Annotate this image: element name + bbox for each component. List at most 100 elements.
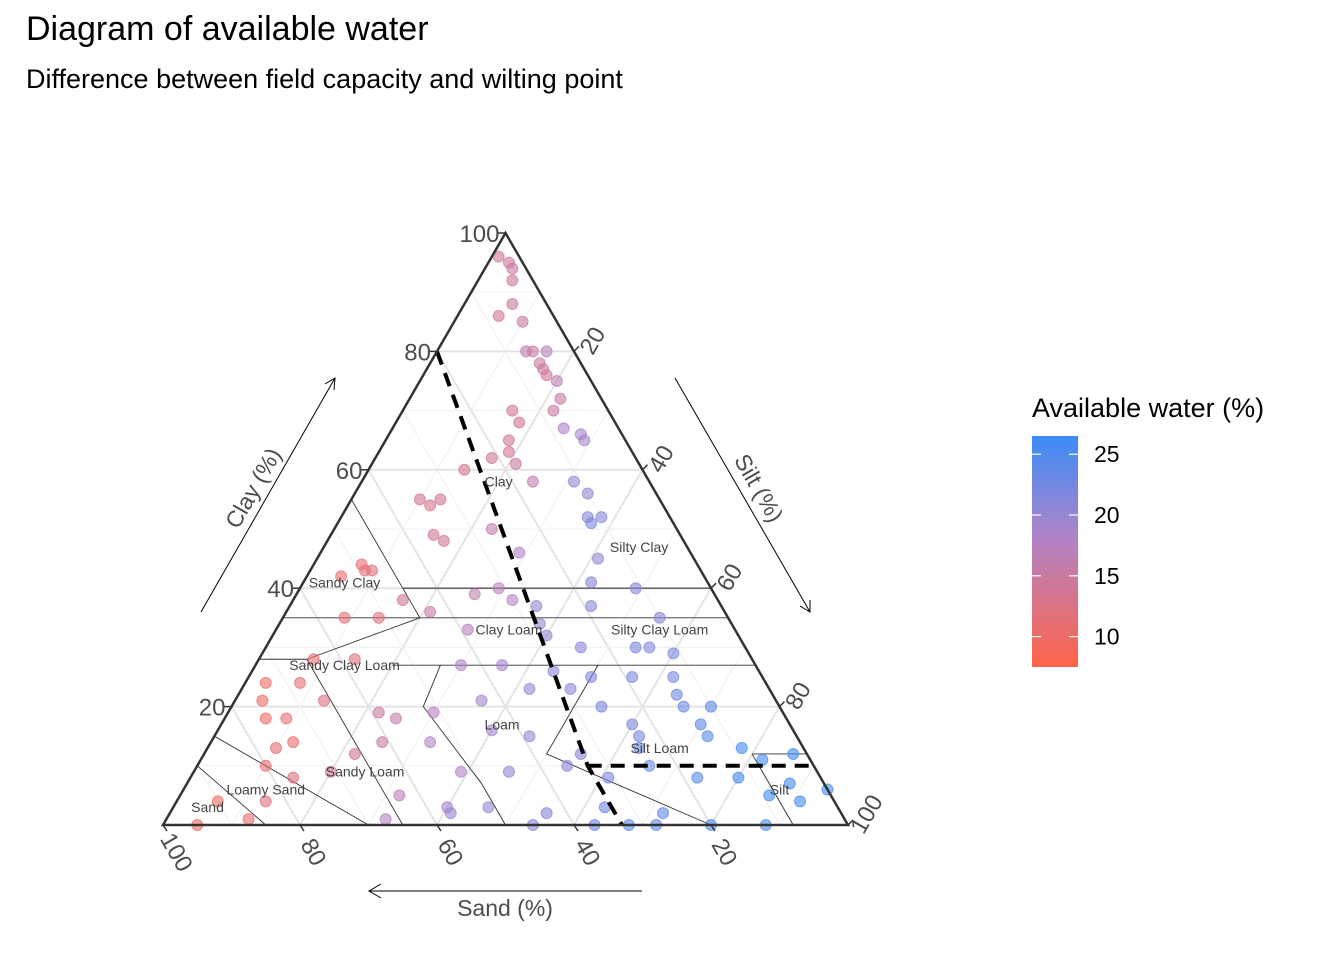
data-point (437, 534, 450, 547)
data-point (492, 582, 505, 595)
class-label: Loam (485, 716, 520, 732)
class-label: Sandy Loam (326, 764, 405, 780)
class-label: Loamy Sand (226, 781, 305, 797)
data-point (335, 570, 348, 583)
clay-tick-label: 40 (267, 576, 294, 603)
data-point (643, 641, 656, 654)
legend-title: Available water (%) (1032, 393, 1264, 423)
data-point (670, 688, 683, 701)
clay-tick-label: 60 (336, 458, 363, 485)
sand-tick-label: 40 (569, 834, 606, 871)
data-point (393, 789, 406, 802)
grid-line (779, 765, 815, 826)
data-point (506, 404, 519, 417)
chart-title: Diagram of available water (26, 10, 429, 48)
data-point (595, 700, 608, 713)
data-point (530, 599, 543, 612)
chart-subtitle: Difference between field capacity and wi… (26, 64, 623, 94)
data-point (554, 392, 567, 405)
data-point (705, 700, 717, 713)
data-point (585, 671, 598, 683)
data-point (561, 759, 574, 772)
data-point (585, 599, 598, 612)
class-label: Sand (191, 799, 224, 815)
data-point (540, 369, 553, 382)
data-point (389, 712, 402, 725)
data-point (667, 671, 680, 683)
data-point (547, 404, 560, 417)
data-point (540, 807, 553, 820)
axis-arrows (200, 377, 811, 899)
data-point (427, 706, 440, 719)
sand-arrow-head (368, 883, 382, 899)
class-label: Silt (770, 781, 790, 797)
data-point (475, 694, 488, 707)
data-point (287, 736, 300, 749)
data-point (526, 475, 539, 488)
data-point (461, 623, 474, 636)
data-point (482, 801, 495, 814)
data-point (372, 611, 385, 624)
data-point (602, 771, 615, 784)
data-point (574, 641, 587, 654)
data-point (694, 718, 707, 731)
data-point (595, 511, 608, 524)
data-point (454, 659, 467, 672)
class-label: Sandy Clay (309, 574, 381, 590)
data-point (523, 730, 536, 743)
data-point (365, 564, 378, 577)
data-point (468, 588, 481, 601)
data-point (629, 582, 642, 595)
grid-line (299, 587, 438, 826)
data-point (547, 665, 560, 678)
class-label: Silty Clay Loam (611, 622, 708, 638)
sand-tick-label: 60 (432, 834, 469, 871)
data-point (348, 747, 361, 760)
sand-tick (710, 824, 716, 832)
legend-tick-label: 15 (1094, 563, 1120, 589)
data-point (516, 315, 529, 328)
data-point (259, 676, 272, 689)
data-point (348, 653, 361, 666)
data-point (701, 730, 714, 743)
data-point (794, 795, 807, 808)
data-point (568, 475, 580, 488)
data-point (540, 345, 553, 358)
data-point (591, 552, 604, 565)
sand-axis-label: Sand (%) (457, 895, 553, 921)
data-point (256, 694, 269, 707)
silt-arrow-head (799, 600, 811, 613)
data-point (444, 807, 457, 820)
data-point (424, 605, 437, 618)
sand-tick-label: 20 (706, 834, 743, 871)
data-point (626, 718, 639, 731)
data-point (280, 712, 293, 725)
data-point (502, 446, 515, 459)
data-point (506, 298, 519, 311)
data-point (502, 434, 515, 447)
data-point (557, 422, 570, 435)
grid-line (470, 291, 780, 826)
data-point (485, 523, 498, 535)
data-point (424, 736, 437, 749)
data-point (520, 345, 533, 358)
data-point (783, 777, 796, 790)
clay-tick-label: 100 (459, 221, 499, 248)
data-point (578, 434, 591, 447)
data-point (523, 682, 536, 695)
data-point (756, 753, 769, 766)
data-point (691, 771, 704, 784)
data-point (211, 795, 224, 808)
silt-tick-label: 40 (643, 441, 680, 478)
class-boundary (196, 765, 267, 826)
silt-tick-label: 60 (712, 559, 749, 596)
data-point (317, 694, 330, 707)
triangle-outline (160, 230, 851, 827)
texture-class-labels: Clay Silty Clay Sandy Clay Clay Loam Silty C… (191, 474, 789, 816)
data-point (424, 499, 437, 512)
data-point (324, 765, 337, 778)
legend-colorbar (1032, 436, 1078, 667)
sand-tick (162, 824, 168, 832)
legend-tick-label: 20 (1094, 502, 1120, 528)
